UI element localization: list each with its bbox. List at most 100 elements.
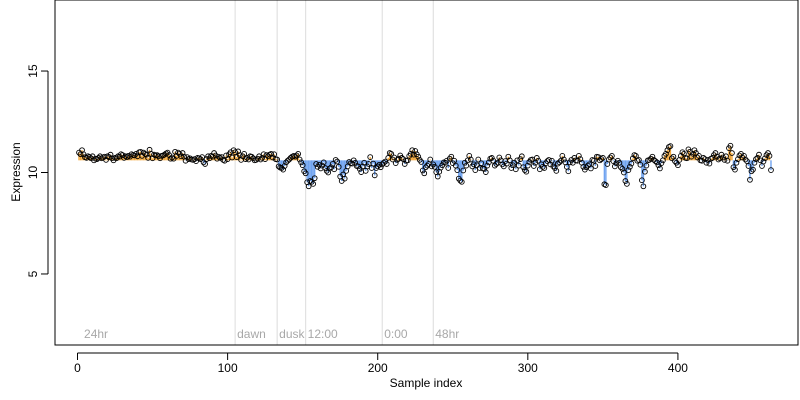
phase-label-5: 48hr [435,327,459,341]
data-point [283,159,290,166]
data-point [388,150,395,157]
data-point [757,157,764,164]
data-point [503,160,510,167]
data-point [729,150,735,156]
data-point [521,167,528,173]
data-point [268,150,274,157]
data-point [560,156,567,163]
data-point [690,150,696,157]
data-point [457,177,464,184]
data-point [374,163,381,170]
data-point [712,150,719,156]
data-point [688,153,695,160]
data-point [421,170,428,177]
data-point [724,157,731,164]
data-point [762,155,768,162]
data-point [394,157,401,163]
data-point [232,149,238,156]
data-point [235,148,241,155]
data-point [553,168,560,174]
data-point [451,157,458,164]
data-point [636,157,642,163]
data-point [733,159,740,166]
data-point [705,157,711,163]
data-point [367,154,374,160]
x-tick-label: 400 [668,361,688,375]
data-point [466,153,473,159]
data-point [458,178,465,185]
data-point [506,157,513,164]
data-point [295,150,302,157]
data-point [281,163,288,169]
y-tick-label: 10 [26,166,40,180]
data-point [482,169,489,175]
data-point [407,150,414,157]
data-point [223,152,229,159]
phase-label-2: dusk [279,327,305,341]
data-point [398,155,405,161]
data-point [619,165,626,172]
data-point [548,157,555,164]
data-point [463,162,470,169]
data-point [554,160,561,167]
data-point [269,154,276,161]
data-point [260,151,267,158]
y-tick-label: 15 [26,64,40,78]
data-point [621,169,627,176]
data-point [478,160,485,167]
data-point [535,157,542,164]
data-point [577,156,584,162]
data-point [80,151,87,158]
data-point [119,152,126,158]
data-point [664,147,671,154]
data-point [475,156,482,163]
data-point [473,162,480,169]
data-point [633,153,639,159]
data-point [512,166,519,173]
data-point [298,159,305,166]
data-point [193,158,199,164]
data-point [484,162,491,169]
x-axis-label: Sample index [390,376,463,390]
y-axis: 5 10 15 [26,64,49,277]
data-point [640,183,647,190]
data-point [643,162,650,169]
data-point [331,166,338,173]
data-point [658,160,665,167]
data-point [202,161,208,167]
data-point [496,154,503,161]
data-point [179,150,186,156]
data-point [332,157,339,163]
data-point [488,155,495,161]
data-point [541,165,548,171]
data-point [371,172,378,179]
data-point [86,154,93,160]
data-point [131,152,138,159]
data-point [714,153,720,160]
data-point [675,162,681,169]
data-point [296,156,303,163]
data-point [637,161,644,168]
data-point [316,161,323,168]
data-point [299,162,306,169]
data-point [591,157,597,164]
data-point [539,163,546,170]
data-point [170,155,177,162]
data-point [505,153,512,160]
data-point [649,153,656,160]
data-point [221,157,228,164]
data-point [293,152,300,159]
data-point [472,167,479,173]
data-point [124,154,130,160]
data-point [209,153,216,160]
data-point [341,175,348,182]
data-point [203,156,210,162]
data-point [392,160,399,167]
data-point [370,160,377,167]
data-point [377,164,384,171]
y-tick-label: 5 [26,270,40,277]
data-point [518,153,525,160]
data-point [349,160,356,167]
data-point [335,163,342,170]
x-tick-label: 0 [74,361,81,375]
